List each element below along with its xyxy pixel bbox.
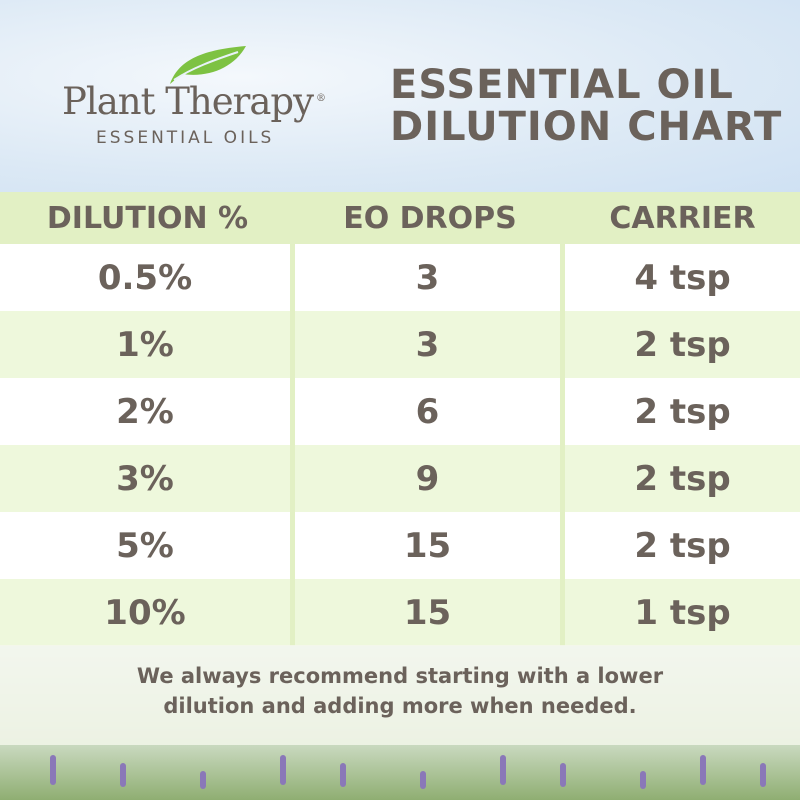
cell-carrier: 2 tsp	[634, 458, 731, 499]
cell-eo-drops: 15	[295, 579, 565, 646]
dilution-table: DILUTION % EO DROPS CARRIER 0.5% 3 4 tsp 1%…	[0, 192, 800, 646]
lavender-flower	[340, 763, 346, 787]
column-header-carrier: CARRIER	[609, 200, 756, 236]
cell-eo-drops: 15	[295, 512, 565, 579]
table-row: 10% 15 1 tsp	[0, 579, 800, 646]
sky-header: Plant Therapy ® ESSENTIAL OILS ESSENTIAL …	[0, 0, 800, 192]
lavender-flower	[500, 755, 506, 785]
cell-carrier: 2 tsp	[634, 525, 731, 566]
lavender-flower	[700, 755, 706, 785]
cell-carrier: 2 tsp	[634, 324, 731, 365]
table-row: 1% 3 2 tsp	[0, 311, 800, 378]
brand-tagline: ESSENTIAL OILS	[96, 128, 275, 148]
lavender-flower	[640, 771, 646, 789]
title-line-2: DILUTION CHART	[390, 104, 783, 150]
cell-dilution: 10%	[0, 579, 295, 646]
title-line-1: ESSENTIAL OIL	[390, 62, 734, 108]
column-header-eo-drops: EO DROPS	[343, 200, 517, 236]
cell-eo-drops: 6	[295, 378, 565, 445]
brand-name: Plant Therapy ®	[62, 80, 326, 123]
cell-dilution: 0.5%	[0, 244, 295, 311]
table-row: 0.5% 3 4 tsp	[0, 244, 800, 311]
page-title: ESSENTIAL OIL DILUTION CHART	[390, 64, 782, 148]
lavender-flower	[760, 763, 766, 787]
cell-dilution: 3%	[0, 445, 295, 512]
footer-line-2: dilution and adding more when needed.	[163, 694, 637, 718]
cell-carrier: 1 tsp	[634, 592, 731, 633]
lavender-flower	[420, 771, 426, 789]
table-row: 2% 6 2 tsp	[0, 378, 800, 445]
cell-carrier: 2 tsp	[634, 391, 731, 432]
lavender-flower	[50, 755, 56, 785]
table-row: 5% 15 2 tsp	[0, 512, 800, 579]
lavender-flower	[200, 771, 206, 789]
cell-dilution: 2%	[0, 378, 295, 445]
registered-mark: ®	[316, 92, 326, 104]
cell-dilution: 1%	[0, 311, 295, 378]
lavender-field-background	[0, 745, 800, 800]
cell-eo-drops: 3	[295, 244, 565, 311]
lavender-flower	[120, 763, 126, 787]
cell-eo-drops: 9	[295, 445, 565, 512]
lavender-flower	[560, 763, 566, 787]
cell-carrier: 4 tsp	[634, 257, 731, 298]
table-header-row: DILUTION % EO DROPS CARRIER	[0, 192, 800, 244]
table-row: 3% 9 2 tsp	[0, 445, 800, 512]
cell-eo-drops: 3	[295, 311, 565, 378]
cell-dilution: 5%	[0, 512, 295, 579]
lavender-flower	[280, 755, 286, 785]
plant-therapy-logo: Plant Therapy ® ESSENTIAL OILS	[62, 44, 362, 154]
leaf-icon	[170, 46, 246, 84]
column-header-dilution: DILUTION %	[46, 200, 249, 236]
brand-text: Plant Therapy	[62, 80, 314, 123]
footer-note: We always recommend starting with a lowe…	[0, 645, 800, 745]
footer-line-1: We always recommend starting with a lowe…	[136, 664, 664, 688]
